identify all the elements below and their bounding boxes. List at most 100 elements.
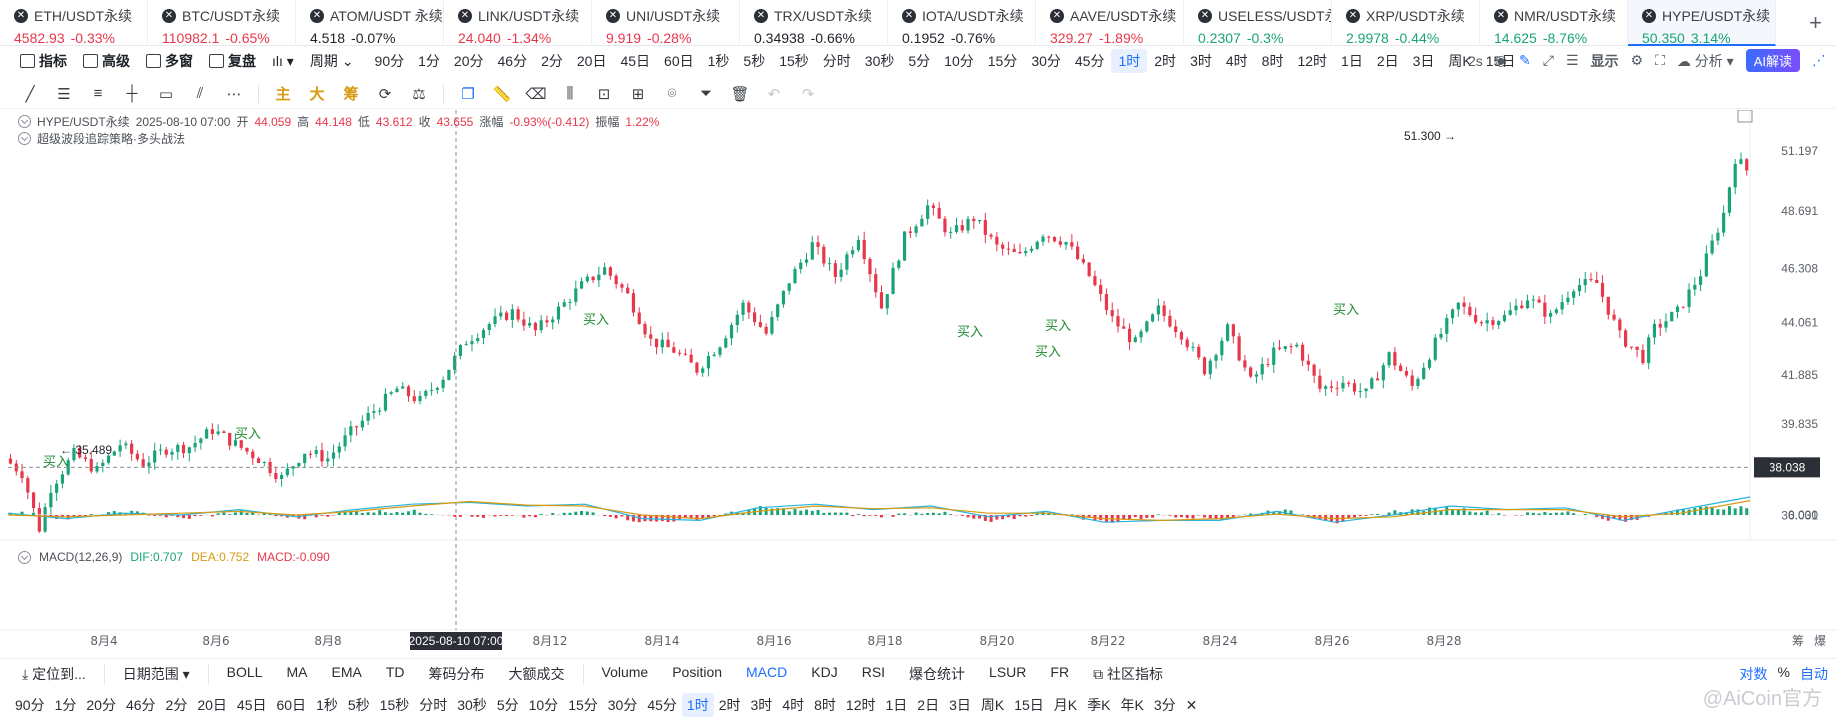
ticker-tab[interactable]: ✕ ATOM/USDT 永续 4.518 -0.07% (296, 0, 444, 46)
measure-icon[interactable]: ⚖ (412, 85, 426, 103)
camera-icon[interactable]: ◉ (1494, 52, 1508, 68)
timeframe-option[interactable]: 15日 (1485, 53, 1516, 69)
ticker-tab[interactable]: ✕ AAVE/USDT永续 329.27 -1.89% (1036, 0, 1184, 46)
period-option[interactable]: 1时 (681, 693, 714, 717)
main-indicator-option[interactable]: MA (286, 663, 308, 680)
period-option[interactable]: 45分 (647, 697, 677, 713)
display-button[interactable]: 显示 (1590, 52, 1619, 69)
ticker-tab[interactable]: ✕ UNI/USDT永续 9.919 -0.28% (592, 0, 740, 46)
replay-button[interactable]: 复盘 (209, 51, 256, 71)
close-icon[interactable]: ✕ (1346, 9, 1360, 23)
timeframe-option[interactable]: 20日 (576, 53, 607, 69)
timeframe-option[interactable]: 12时 (1297, 53, 1328, 69)
ticker-tab[interactable]: ✕ NMR/USDT永续 14.625 -8.76% (1480, 0, 1628, 46)
candle-compare-icon[interactable]: ⫼ (566, 85, 574, 102)
analysis-button[interactable]: ☁ 分析 ▾ (1676, 52, 1734, 69)
close-icon[interactable]: ✕ (902, 9, 916, 23)
close-icon[interactable]: ✕ (310, 9, 324, 23)
rectangle-tool-icon[interactable]: ▭ (158, 85, 174, 103)
period-option[interactable]: 20日 (197, 697, 227, 713)
share-icon[interactable]: ⋰ (1812, 52, 1826, 68)
period-option[interactable]: 45日 (236, 697, 267, 713)
ticker-tab[interactable]: ✕ HYPE/USDT永续 50.350 3.14% (1628, 0, 1776, 46)
community-indicator-button[interactable]: ⧉ 社区指标 (1093, 665, 1163, 682)
alert-icon[interactable]: ⊞ (631, 85, 645, 103)
period-option[interactable]: 2时 (718, 697, 741, 713)
close-icon[interactable]: ✕ (458, 9, 472, 23)
eraser-icon[interactable]: ⌫ (525, 85, 547, 103)
redo-icon[interactable]: ↷ (801, 85, 815, 103)
more-tools-icon[interactable]: ⋯ (226, 85, 242, 103)
ticker-tab[interactable]: ✕ XRP/USDT永续 2.9978 -0.44% (1332, 0, 1480, 46)
chart-canvas[interactable]: 51.197 48.691 46.308 44.061 41.885 39.835 36.0… (0, 110, 1836, 650)
close-icon[interactable]: ✕ (162, 9, 176, 23)
timeframe-option[interactable]: 90分 (374, 53, 405, 69)
undo-icon[interactable]: ↶ (767, 85, 781, 103)
list-icon[interactable]: ☰ (1565, 52, 1579, 68)
timeframe-option[interactable]: 5秒 (743, 53, 766, 69)
main-indicator-option[interactable]: 筹码分布 (428, 665, 485, 682)
ai-analysis-button[interactable]: AI解读 (1745, 49, 1800, 72)
close-icon[interactable]: ✕ (1198, 9, 1212, 23)
refresh-interval[interactable]: 2s (1468, 52, 1483, 69)
timeframe-option[interactable]: 45分 (1074, 53, 1105, 69)
period-option[interactable]: 1秒 (316, 697, 338, 713)
period-option[interactable]: 60日 (276, 697, 307, 713)
period-option[interactable]: 1日 (885, 697, 908, 713)
timeframe-option[interactable]: 5分 (908, 53, 931, 69)
sub-indicator-option[interactable]: RSI (861, 663, 886, 680)
period-option[interactable]: 5分 (496, 697, 519, 713)
sub-indicator-option[interactable]: Position (672, 663, 723, 680)
collapse-icon[interactable] (18, 132, 31, 145)
close-icon[interactable]: ✕ (1050, 9, 1064, 23)
timeframe-option[interactable]: 10分 (944, 53, 974, 69)
timeframe-option[interactable]: 2日 (1376, 53, 1399, 69)
close-icon[interactable]: ✕ (1642, 9, 1656, 23)
indicator-button[interactable]: 指标 (20, 51, 67, 71)
period-option[interactable]: 46分 (125, 697, 156, 713)
timeframe-option[interactable]: 1日 (1341, 53, 1363, 69)
kline-chart[interactable]: 51.197 48.691 46.308 44.061 41.885 39.835 36.0… (0, 110, 1836, 650)
auto-scale-button[interactable]: 自动 (1800, 665, 1828, 682)
locate-button[interactable]: ⤓ 定位到... (22, 665, 86, 682)
date-range-button[interactable]: 日期范围 ▾ (122, 665, 190, 682)
sub-indicator-option[interactable]: MACD (746, 663, 788, 680)
close-icon[interactable]: ✕ (606, 9, 620, 23)
timeframe-option[interactable]: 1分 (418, 53, 440, 69)
main-indicator-option[interactable]: BOLL (226, 663, 263, 680)
period-option[interactable]: 30秒 (457, 697, 487, 713)
ticker-tab[interactable]: ✕ TRX/USDT永续 0.34938 -0.66% (740, 0, 888, 46)
parallel-tool-icon[interactable]: ≡ (93, 85, 103, 102)
period-option[interactable]: 20分 (86, 697, 116, 713)
sub-indicator-option[interactable]: FR (1050, 663, 1070, 680)
fib-tool-icon[interactable]: ⫽ (196, 85, 204, 102)
expand-icon[interactable]: ⤢ (1542, 52, 1554, 68)
period-option[interactable]: 1分 (54, 697, 77, 713)
trash-icon[interactable]: 🗑 (730, 85, 750, 103)
period-option[interactable]: 月K (1053, 697, 1078, 713)
collapse-icon[interactable] (18, 550, 31, 564)
main-indicator-option[interactable]: EMA (331, 663, 362, 680)
period-dropdown[interactable]: 周期 ⌄ (310, 51, 354, 71)
close-icon[interactable]: ✕ (14, 9, 28, 23)
timeframe-option[interactable]: 15分 (987, 53, 1018, 69)
horizontal-line-icon[interactable]: ┼ (126, 85, 138, 102)
large-order-button[interactable]: 大 (309, 86, 325, 103)
timeframe-option[interactable]: 3日 (1412, 53, 1435, 69)
period-option[interactable]: 3日 (949, 697, 971, 713)
main-indicator-option[interactable]: TD (385, 663, 405, 680)
period-option[interactable]: 年K (1120, 697, 1144, 713)
period-option[interactable]: 15秒 (379, 697, 410, 713)
filter-icon[interactable]: ⏷ (699, 85, 712, 102)
period-option[interactable]: 季K (1087, 697, 1111, 713)
chip-button[interactable]: 筹 (343, 86, 359, 103)
ticker-tab[interactable]: ✕ ETH/USDT永续 4582.93 -0.33% (0, 0, 148, 46)
timeframe-option[interactable]: 46分 (497, 53, 528, 69)
period-option[interactable]: 2分 (165, 697, 188, 713)
copy-icon[interactable]: ❐ (461, 85, 475, 103)
sub-indicator-option[interactable]: KDJ (811, 663, 838, 680)
magnet-icon[interactable]: ⌾ (667, 85, 677, 102)
period-option[interactable]: 3时 (750, 697, 773, 713)
close-icon[interactable]: ✕ (1185, 697, 1198, 713)
timeframe-option[interactable]: 60日 (664, 53, 694, 69)
